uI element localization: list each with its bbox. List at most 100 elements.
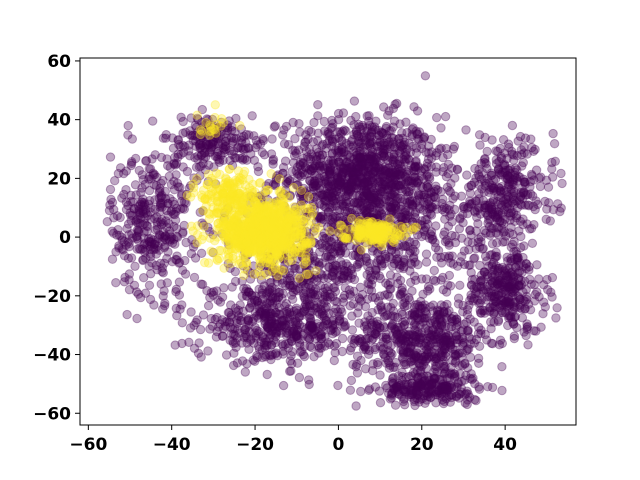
data-point (454, 224, 465, 234)
data-point (365, 132, 375, 142)
data-point (433, 325, 444, 336)
data-point (333, 307, 343, 317)
data-point (344, 170, 354, 180)
data-point (403, 176, 413, 186)
data-point (352, 359, 362, 370)
data-point (355, 152, 365, 163)
data-point (296, 185, 307, 196)
data-point (224, 252, 234, 262)
data-point (346, 375, 357, 386)
data-point (280, 185, 291, 196)
data-point (418, 289, 428, 299)
data-point (380, 153, 391, 164)
data-point (383, 163, 393, 173)
data-point (390, 324, 400, 334)
data-point (383, 216, 393, 227)
data-point (319, 298, 329, 308)
data-point (441, 384, 452, 394)
data-point (500, 236, 510, 247)
data-point (506, 184, 516, 195)
data-point (335, 205, 345, 215)
data-point (426, 193, 436, 203)
data-point (461, 388, 471, 399)
data-point (358, 211, 369, 222)
data-point (229, 329, 239, 340)
data-point (337, 142, 347, 152)
data-point (327, 137, 338, 147)
data-point (368, 167, 378, 178)
points-layer (102, 71, 567, 411)
data-point (510, 163, 521, 173)
data-point (431, 221, 441, 231)
data-point (414, 194, 425, 204)
data-point (362, 177, 372, 188)
data-point (397, 164, 407, 174)
data-point (365, 187, 375, 197)
data-point (368, 359, 378, 369)
data-point (436, 252, 446, 263)
data-point (354, 153, 364, 164)
data-point (360, 161, 370, 171)
data-point (204, 148, 215, 158)
data-point (474, 164, 484, 175)
data-point (254, 344, 265, 354)
data-point (288, 182, 299, 193)
data-point (308, 181, 318, 192)
data-point (313, 136, 323, 146)
data-point (386, 180, 397, 191)
data-point (247, 111, 257, 121)
data-point (403, 210, 413, 221)
data-point (296, 200, 306, 210)
data-point (362, 174, 372, 185)
data-point (495, 335, 506, 345)
data-point (480, 132, 490, 143)
data-point (532, 260, 542, 270)
data-point (233, 227, 244, 237)
data-point (120, 272, 130, 283)
data-point (360, 178, 370, 188)
data-point (439, 202, 449, 213)
data-point (288, 287, 298, 297)
data-point (295, 159, 305, 170)
data-point (343, 150, 353, 160)
data-point (507, 120, 518, 131)
data-point (363, 166, 373, 176)
data-point (341, 138, 352, 149)
data-point (325, 131, 335, 141)
data-point (297, 188, 307, 199)
data-point (328, 211, 338, 222)
data-point (411, 148, 422, 158)
data-point (362, 326, 372, 336)
data-point (324, 166, 334, 176)
data-point (330, 213, 340, 223)
data-point (397, 128, 407, 138)
data-point (351, 401, 361, 411)
data-point (375, 273, 386, 284)
data-point (417, 139, 427, 150)
data-point (396, 176, 407, 187)
data-point (323, 188, 333, 199)
data-point (419, 163, 429, 174)
data-point (493, 146, 503, 157)
data-point (410, 207, 421, 217)
data-point (324, 168, 335, 178)
data-point (194, 140, 205, 150)
data-point (518, 214, 528, 224)
data-point (360, 364, 371, 374)
data-point (240, 367, 251, 377)
data-point (327, 184, 337, 195)
data-point (378, 321, 389, 331)
data-point (432, 112, 442, 123)
data-point (351, 167, 361, 177)
data-point (336, 199, 347, 210)
data-point (324, 308, 334, 318)
data-point (374, 131, 384, 141)
data-point (355, 146, 366, 157)
data-point (414, 127, 425, 137)
data-point (210, 236, 220, 246)
data-point (352, 190, 362, 200)
data-point (326, 176, 336, 186)
data-point (330, 178, 340, 188)
data-point (132, 313, 142, 324)
data-point (452, 164, 462, 174)
